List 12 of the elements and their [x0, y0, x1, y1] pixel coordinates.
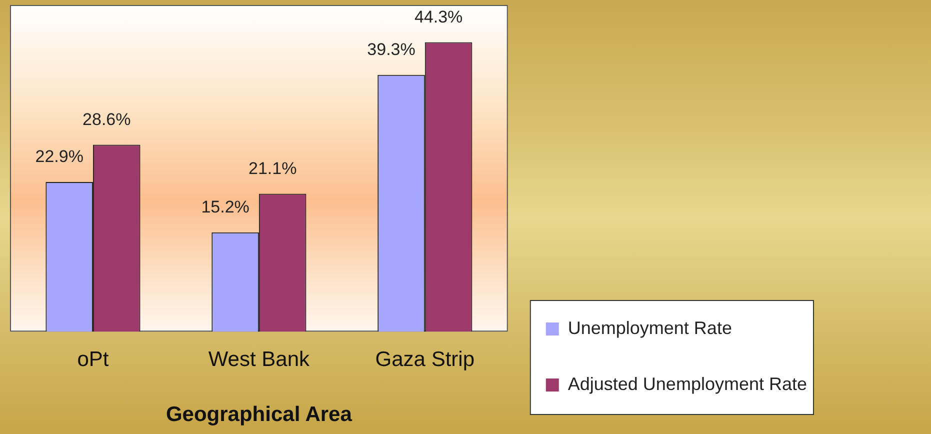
- data-label: 15.2%: [201, 198, 250, 216]
- x-axis-title: Geographical Area: [166, 403, 352, 426]
- x-tick-label: West Bank: [208, 348, 310, 371]
- x-tick-label: Gaza Strip: [375, 348, 475, 371]
- x-tick-label: oPt: [77, 348, 109, 371]
- data-label: 44.3%: [414, 7, 463, 26]
- data-label: 39.3%: [367, 40, 416, 60]
- legend-label: Unemployment Rate: [568, 318, 732, 338]
- legend-label: Adjusted Unemployment Rate: [568, 374, 807, 394]
- data-label: 22.9%: [35, 147, 84, 166]
- data-label: 28.6%: [82, 110, 131, 129]
- data-label: 21.1%: [248, 158, 297, 178]
